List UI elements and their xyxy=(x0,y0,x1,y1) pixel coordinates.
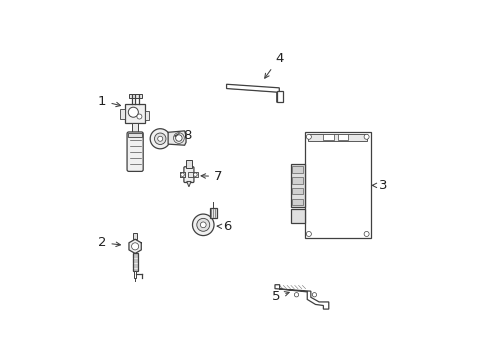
Bar xyxy=(185,160,191,168)
Polygon shape xyxy=(274,285,328,309)
Text: 1: 1 xyxy=(98,95,120,108)
Bar xyxy=(276,91,283,102)
Bar xyxy=(132,253,138,271)
Bar xyxy=(307,134,366,141)
Polygon shape xyxy=(129,239,141,253)
Circle shape xyxy=(137,114,142,119)
Polygon shape xyxy=(209,208,217,218)
Text: 3: 3 xyxy=(371,179,386,192)
Bar xyxy=(291,166,303,173)
FancyBboxPatch shape xyxy=(183,167,194,183)
Circle shape xyxy=(364,231,368,237)
Polygon shape xyxy=(226,84,282,102)
Bar xyxy=(192,172,198,177)
Text: 8: 8 xyxy=(175,129,191,142)
Text: 4: 4 xyxy=(264,51,283,78)
Circle shape xyxy=(150,129,170,149)
Circle shape xyxy=(312,293,316,297)
Circle shape xyxy=(306,134,311,139)
Bar xyxy=(120,109,125,120)
Bar xyxy=(323,134,333,140)
Circle shape xyxy=(128,107,138,117)
Bar xyxy=(291,177,303,184)
Bar xyxy=(134,271,136,278)
Circle shape xyxy=(158,136,163,141)
Bar xyxy=(291,199,303,205)
Circle shape xyxy=(306,231,311,237)
Text: 6: 6 xyxy=(217,220,231,233)
Circle shape xyxy=(131,243,139,250)
Text: 7: 7 xyxy=(201,170,222,183)
Bar xyxy=(291,188,303,194)
Bar xyxy=(187,172,192,177)
Circle shape xyxy=(294,293,298,297)
Bar xyxy=(132,123,138,134)
Circle shape xyxy=(180,173,184,176)
Circle shape xyxy=(175,135,182,141)
Bar xyxy=(290,164,304,207)
Circle shape xyxy=(193,173,197,176)
Bar xyxy=(133,233,137,239)
Bar xyxy=(128,133,142,137)
Text: 5: 5 xyxy=(271,290,288,303)
Text: 2: 2 xyxy=(98,236,120,249)
Polygon shape xyxy=(186,181,191,187)
Circle shape xyxy=(154,133,165,144)
Bar xyxy=(290,210,304,223)
Circle shape xyxy=(364,134,368,139)
Circle shape xyxy=(196,219,209,231)
Bar xyxy=(180,172,184,177)
Circle shape xyxy=(200,222,206,228)
Bar xyxy=(180,172,184,177)
Bar xyxy=(128,94,142,98)
Polygon shape xyxy=(168,131,185,145)
Bar xyxy=(144,111,149,120)
Circle shape xyxy=(192,214,214,235)
FancyBboxPatch shape xyxy=(127,132,143,171)
Bar xyxy=(125,104,144,123)
Bar xyxy=(337,134,348,140)
Bar xyxy=(304,132,370,238)
